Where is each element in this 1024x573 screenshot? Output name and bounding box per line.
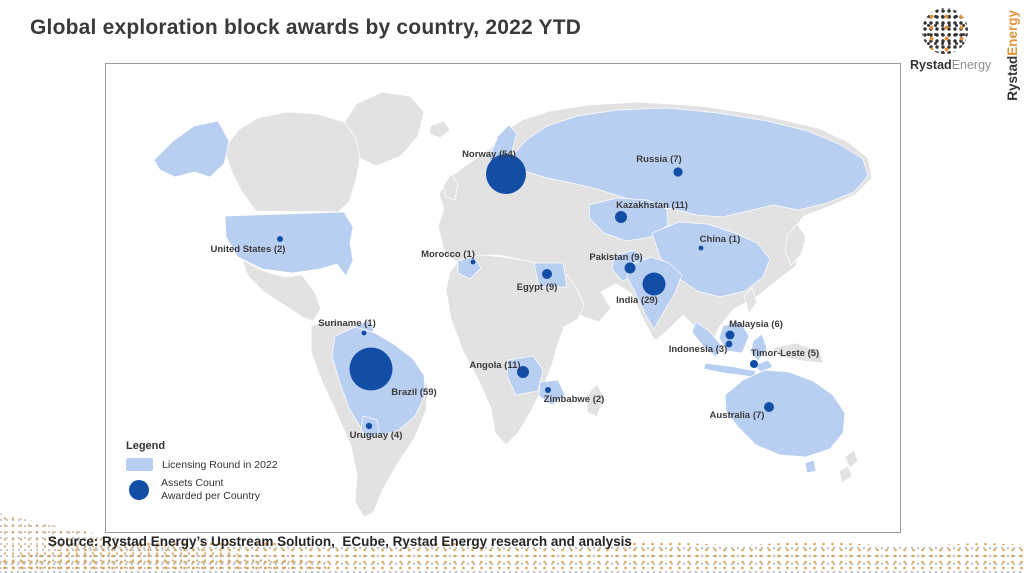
land-canada — [223, 111, 361, 213]
country-label-zimbabwe: Zimbabwe (2) — [544, 394, 605, 405]
country-label-timor-leste: Timor-Leste (5) — [751, 348, 819, 359]
logo-word-bold: Rystad — [910, 58, 952, 72]
country-label-morocco: Morocco (1) — [421, 249, 475, 260]
country-bubble-norway — [486, 154, 526, 194]
country-bubble-egypt — [542, 269, 552, 279]
country-bubble-australia — [764, 402, 774, 412]
land-new-zealand — [838, 449, 859, 484]
land-philippines — [743, 287, 758, 314]
country-shape-java — [703, 362, 757, 378]
country-label-angola: Angola (11) — [469, 360, 520, 371]
country-bubble-timor-leste — [750, 360, 758, 368]
country-label-pakistan: Pakistan (9) — [589, 252, 642, 263]
world-map: Norway (54) Russia (7) Kazakhstan (11) Chin… — [153, 91, 873, 518]
country-bubble-uruguay — [365, 422, 373, 430]
country-bubble-suriname — [361, 330, 367, 336]
country-shape-united-states — [224, 211, 354, 277]
country-shape-russia — [508, 107, 869, 218]
country-shape-alaska — [153, 120, 230, 178]
country-shape-malaysia-sumatra — [691, 321, 723, 358]
country-shape-timor-leste — [754, 359, 774, 373]
land-new-guinea — [771, 342, 825, 364]
legend-swatch-licensing-square — [126, 458, 153, 471]
country-bubble-kazakhstan — [615, 211, 627, 223]
country-label-malaysia: Malaysia (6) — [729, 319, 783, 330]
country-label-russia: Russia (7) — [636, 154, 681, 165]
world-map-panel: Norway (54) Russia (7) Kazakhstan (11) Chin… — [105, 63, 901, 533]
legend-swatch-assets-circle — [129, 479, 149, 500]
country-shape-zimbabwe — [538, 379, 566, 406]
country-bubble-pakistan — [624, 262, 636, 274]
vertical-brand-accent: Energy — [1005, 10, 1020, 56]
legend-heading: Legend — [126, 440, 166, 452]
land-madagascar — [586, 383, 605, 418]
country-bubble-india — [642, 272, 666, 296]
source-text: Source: Rystad Energy’s Upstream Solutio… — [48, 534, 632, 549]
legend-label-assets-line2: Awarded per Country — [161, 489, 261, 502]
rystad-logo: RystadEnergy — [910, 8, 991, 72]
land-iceland — [429, 120, 451, 139]
country-shape-tasmania — [804, 459, 817, 474]
country-label-brazil: Brazil (59) — [391, 387, 436, 398]
country-label-indonesia: Indonesia (3) — [669, 344, 728, 355]
country-label-kazakhstan: Kazakhstan (11) — [616, 200, 688, 211]
decorative-dots-band — [0, 541, 1024, 573]
legend: Legend Licensing Round in 2022 Assets Co… — [126, 440, 278, 508]
country-label-united-states: United States (2) — [211, 244, 286, 255]
country-bubble-zimbabwe — [545, 387, 551, 393]
country-label-egypt: Egypt (9) — [517, 282, 558, 293]
country-bubble-malaysia — [725, 330, 735, 340]
country-label-uruguay: Uruguay (4) — [350, 430, 403, 441]
asset-count-bubbles-layer — [277, 154, 774, 430]
country-bubble-morocco — [470, 259, 476, 265]
legend-item-assets-count: Assets Count Awarded per Country — [126, 477, 278, 502]
country-label-india: India (29) — [616, 295, 658, 306]
country-bubble-angola — [517, 366, 529, 378]
country-bubble-indonesia — [725, 340, 733, 348]
country-label-china: China (1) — [700, 234, 741, 245]
land-japan — [784, 223, 807, 266]
country-shape-sulawesi — [750, 333, 768, 362]
logo-word-light: Energy — [951, 58, 992, 72]
country-labels-layer: Norway (54) Russia (7) Kazakhstan (11) Chin… — [211, 149, 820, 441]
vertical-brand-text: RystadEnergy — [1005, 10, 1020, 101]
vertical-brand-bold: Rystad — [1005, 55, 1020, 101]
legend-label-licensing: Licensing Round in 2022 — [162, 458, 278, 471]
legend-label-assets-line1: Assets Count — [161, 477, 224, 489]
country-bubble-china — [698, 245, 704, 251]
globe-dots-icon — [922, 8, 968, 54]
land-mexico-central-america — [241, 259, 322, 322]
rystad-logo-wordmark: RystadEnergy — [910, 58, 991, 72]
country-shape-australia — [724, 369, 846, 458]
legend-label-assets: Assets Count Awarded per Country — [161, 477, 260, 502]
country-label-suriname: Suriname (1) — [318, 318, 376, 329]
page-title: Global exploration block awards by count… — [30, 16, 582, 39]
country-label-norway: Norway (54) — [462, 149, 516, 160]
licensing-round-layer — [153, 107, 869, 474]
country-bubble-united-states — [277, 236, 283, 242]
country-bubble-brazil — [349, 347, 393, 391]
legend-item-licensing-round: Licensing Round in 2022 — [126, 458, 278, 471]
country-label-australia: Australia (7) — [710, 410, 765, 421]
country-bubble-russia — [673, 167, 683, 177]
land-united-kingdom — [442, 173, 459, 201]
